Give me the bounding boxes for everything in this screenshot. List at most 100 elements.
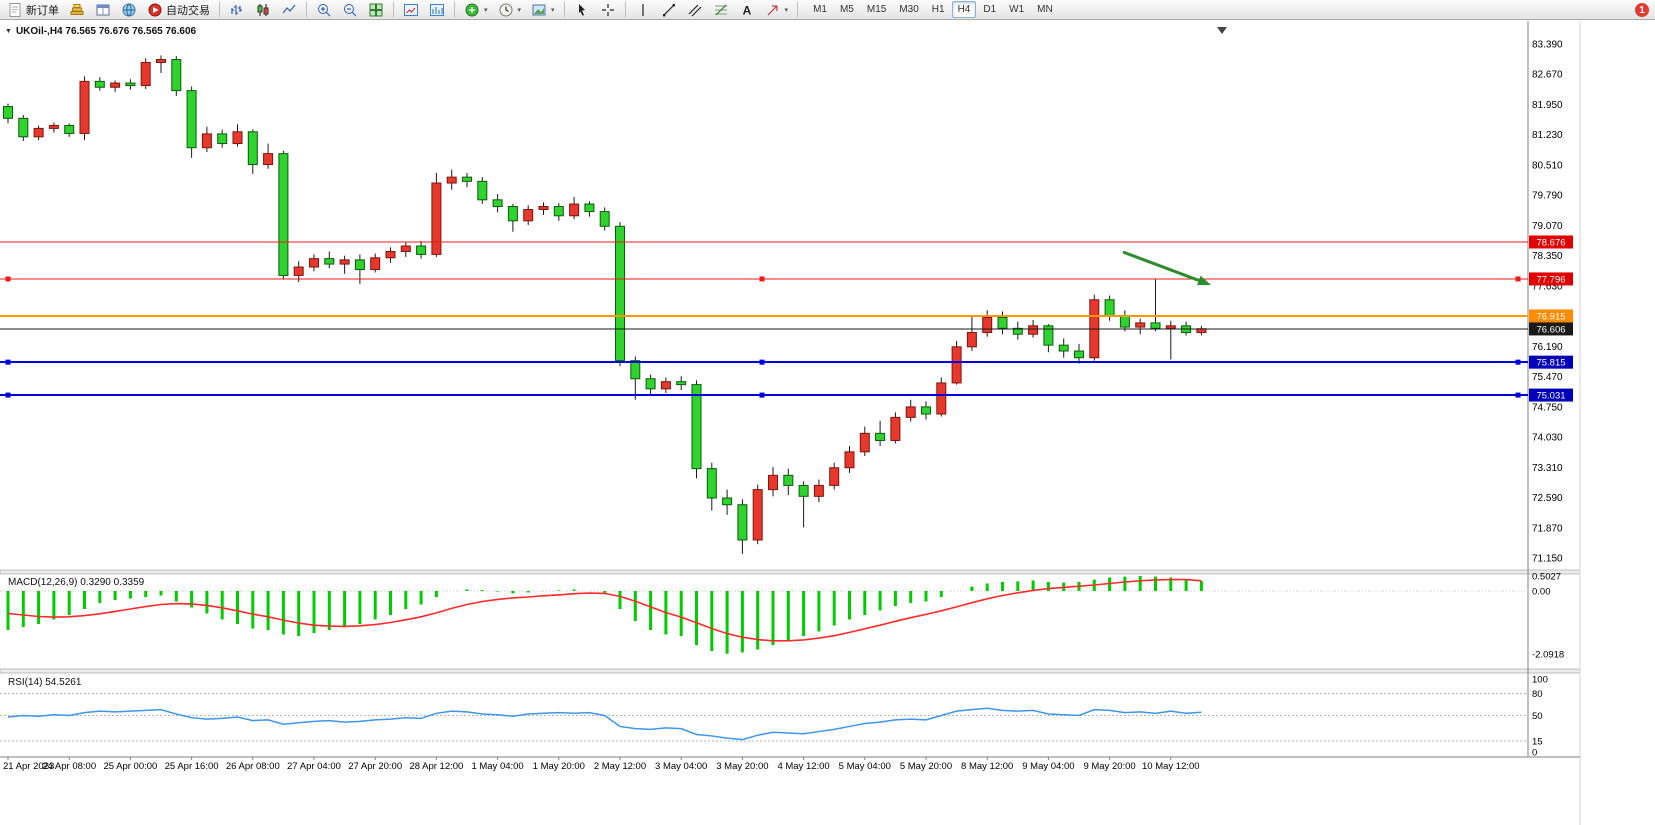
- line-handle[interactable]: [759, 276, 765, 282]
- market-watch-button[interactable]: [65, 0, 89, 20]
- svg-text:9 May 04:00: 9 May 04:00: [1022, 761, 1074, 772]
- dropdown-arrow-icon: ▾: [517, 6, 522, 14]
- line-chart-icon: [282, 4, 296, 13]
- svg-text:83.390: 83.390: [1532, 40, 1563, 51]
- line-handle[interactable]: [1515, 276, 1521, 282]
- auto-trading-button[interactable]: 自动交易: [143, 0, 214, 20]
- data-window-icon: [96, 4, 110, 15]
- line-handle[interactable]: [1515, 392, 1521, 398]
- svg-text:82.670: 82.670: [1532, 70, 1563, 81]
- svg-text:8 May 12:00: 8 May 12:00: [961, 761, 1013, 772]
- cursor-tool-button[interactable]: [570, 0, 594, 20]
- svg-text:27 Apr 04:00: 27 Apr 04:00: [287, 761, 341, 772]
- svg-text:75.815: 75.815: [1536, 358, 1565, 369]
- svg-text:25 Apr 16:00: 25 Apr 16:00: [165, 761, 219, 772]
- zoom-out-button[interactable]: [338, 0, 362, 20]
- trendline-tool-button[interactable]: [657, 0, 681, 20]
- chart-title-text: UKOil-,H4 76.565 76.676 76.565 76.606: [15, 26, 197, 37]
- clock-icon: [499, 3, 513, 16]
- new-order-label: 新订单: [26, 4, 59, 17]
- timeframe-w1[interactable]: W1: [1009, 4, 1025, 15]
- line-handle[interactable]: [5, 392, 11, 398]
- svg-text:21 Apr 2023: 21 Apr 2023: [3, 761, 54, 772]
- trend-arrow-annotation[interactable]: [1122, 250, 1211, 286]
- market-watch-icon: [70, 3, 84, 15]
- line-handle[interactable]: [1515, 359, 1521, 365]
- svg-text:81.230: 81.230: [1532, 130, 1563, 141]
- toolbar-separator: [306, 2, 307, 17]
- toolbar-separator: [797, 2, 799, 17]
- svg-text:5 May 20:00: 5 May 20:00: [900, 761, 952, 772]
- svg-text:80.510: 80.510: [1532, 160, 1563, 171]
- price-badges: 78.676 77.796 76.915 76.606 75.815 75.031: [1529, 235, 1573, 402]
- timeframe-m30[interactable]: M30: [899, 4, 919, 15]
- indicators-button[interactable]: ▾: [460, 0, 492, 20]
- zoom-out-icon: [344, 3, 357, 16]
- line-handle[interactable]: [759, 359, 765, 365]
- profit-graph-button[interactable]: [399, 0, 423, 20]
- timeframe-m15[interactable]: M15: [866, 4, 887, 15]
- timeframe-m5[interactable]: M5: [839, 4, 854, 15]
- svg-text:1 May 04:00: 1 May 04:00: [471, 761, 523, 772]
- timeframe-m1[interactable]: M1: [813, 4, 827, 15]
- svg-text:0.00: 0.00: [1532, 587, 1551, 598]
- chart-shift-marker[interactable]: [1217, 27, 1227, 34]
- timeframe-h4[interactable]: H4: [951, 1, 977, 18]
- dropdown-arrow-icon: ▾: [484, 6, 488, 14]
- one-click-trading-icon[interactable]: ▼: [5, 28, 12, 35]
- line-handle[interactable]: [759, 392, 765, 398]
- svg-text:-2.0918: -2.0918: [1532, 649, 1564, 660]
- auto-trading-label: 自动交易: [166, 4, 210, 17]
- fibonacci-tool-button[interactable]: [709, 0, 733, 20]
- svg-text:77.630: 77.630: [1532, 281, 1563, 292]
- navigator-button[interactable]: [117, 0, 141, 20]
- mini-line-chart-icon: [404, 3, 418, 16]
- line-handle[interactable]: [5, 359, 11, 365]
- svg-text:28 Apr 12:00: 28 Apr 12:00: [409, 761, 463, 772]
- splitter-rsi[interactable]: [0, 668, 1581, 674]
- crosshair-tool-button[interactable]: [596, 0, 620, 20]
- line-handle[interactable]: [5, 276, 11, 282]
- svg-text:27 Apr 20:00: 27 Apr 20:00: [348, 761, 402, 772]
- svg-text:0.5027: 0.5027: [1532, 571, 1561, 582]
- candlestick-mode-button[interactable]: [251, 0, 275, 20]
- splitter-macd[interactable]: [0, 569, 1581, 575]
- templates-button[interactable]: ▾: [527, 0, 559, 20]
- crosshair-icon: [601, 3, 614, 16]
- line-chart-mode-button[interactable]: [277, 0, 301, 20]
- timeframe-d1[interactable]: D1: [983, 4, 997, 15]
- rsi-indicator: [0, 693, 1528, 742]
- svg-text:25 Apr 00:00: 25 Apr 00:00: [103, 761, 157, 772]
- text-tool-button[interactable]: A: [735, 0, 759, 20]
- svg-text:74.750: 74.750: [1532, 402, 1563, 413]
- new-order-button[interactable]: 新订单: [3, 0, 63, 20]
- timeframe-mn[interactable]: MN: [1037, 4, 1053, 15]
- toolbar: 新订单 自动交易 ▾ ▾: [0, 0, 1655, 20]
- channel-icon: [688, 4, 701, 16]
- chart-title: ▼ UKOil-,H4 76.565 76.676 76.565 76.606: [5, 26, 196, 37]
- notification-badge[interactable]: 1: [1635, 3, 1649, 17]
- svg-text:0: 0: [1532, 748, 1537, 759]
- tile-windows-button[interactable]: [364, 0, 388, 20]
- svg-text:76.606: 76.606: [1536, 324, 1565, 335]
- svg-text:76.190: 76.190: [1532, 342, 1563, 353]
- svg-text:71.150: 71.150: [1532, 554, 1563, 565]
- svg-text:75.031: 75.031: [1536, 391, 1565, 402]
- histogram-graph-button[interactable]: [425, 0, 449, 20]
- svg-text:100: 100: [1532, 675, 1548, 686]
- data-window-button[interactable]: [91, 0, 115, 20]
- chart-canvas: 83.390 82.670 81.950 81.230 80.510 79.790 79.0…: [0, 21, 1655, 825]
- arrows-tool-button[interactable]: ▾: [761, 0, 793, 20]
- timeframe-h1[interactable]: H1: [931, 4, 945, 15]
- vertical-line-tool-button[interactable]: [631, 0, 655, 20]
- zoom-in-button[interactable]: [312, 0, 336, 20]
- svg-text:4 May 12:00: 4 May 12:00: [777, 761, 829, 772]
- globe-icon: [122, 3, 136, 16]
- channel-tool-button[interactable]: [683, 0, 707, 20]
- bar-chart-mode-button[interactable]: [225, 0, 249, 20]
- dropdown-arrow-icon: ▾: [784, 6, 789, 14]
- toolbar-separator: [393, 2, 394, 17]
- periods-button[interactable]: ▾: [494, 0, 526, 20]
- svg-text:80: 80: [1532, 689, 1543, 700]
